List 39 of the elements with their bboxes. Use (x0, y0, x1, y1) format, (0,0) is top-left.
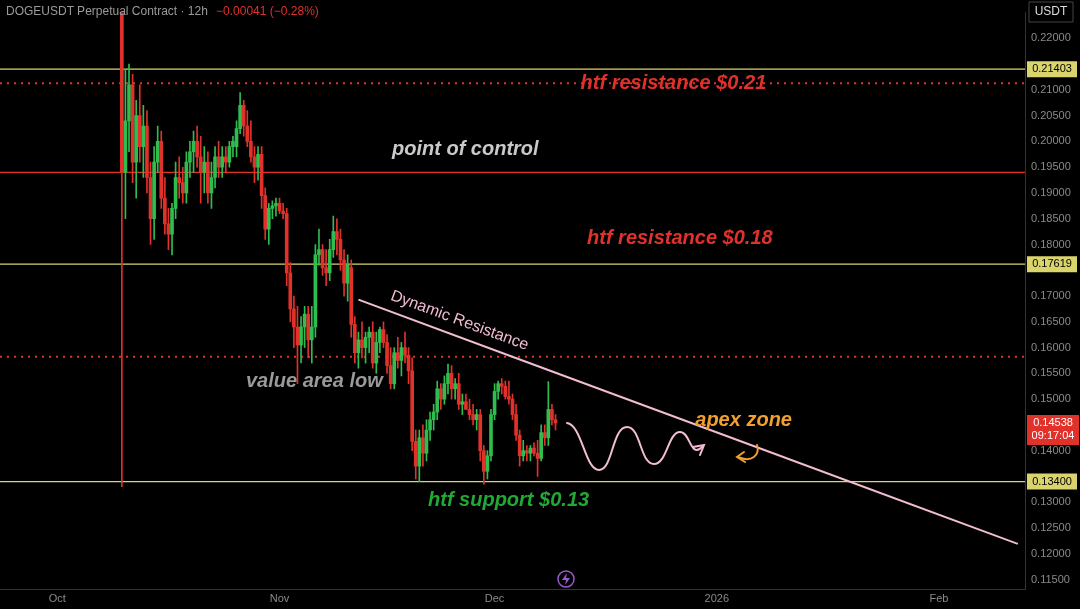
y-tick-label: 0.22000 (1031, 31, 1071, 44)
y-tick-label: 0.16500 (1031, 314, 1071, 327)
x-tick-label: 2026 (704, 592, 730, 605)
y-tick-label: 0.13000 (1031, 495, 1071, 508)
candlestick (274, 197, 278, 217)
y-tick-label: 0.20000 (1031, 134, 1071, 147)
chart-title: DOGEUSDT Perpetual Contract · 12h (6, 4, 208, 19)
ref-line-label: 0.17619 (1032, 257, 1072, 270)
annotation: htf support $0.13 (428, 487, 590, 510)
y-tick-label: 0.20500 (1031, 108, 1071, 121)
y-tick-label: 0.11500 (1031, 572, 1070, 585)
y-axis-title: USDT (1034, 4, 1068, 19)
y-tick-label: 0.16000 (1031, 340, 1071, 353)
x-tick-label: Feb (929, 592, 949, 605)
chart-subtitle: −0.00041 (−0.28%) (216, 4, 319, 19)
y-tick-label: 0.17000 (1031, 289, 1071, 302)
y-tick-label: 0.19500 (1031, 160, 1071, 173)
x-tick-label: Oct (48, 592, 66, 605)
y-tick-label: 0.21000 (1031, 82, 1071, 95)
x-tick-label: Nov (269, 592, 290, 605)
y-tick-label: 0.12000 (1031, 546, 1071, 559)
ref-line-label: 0.13400 (1032, 474, 1072, 487)
y-tick-label: 0.15500 (1031, 366, 1071, 379)
y-tick-label: 0.18500 (1031, 211, 1071, 224)
annotation: apex zone (695, 407, 792, 430)
annotation: htf resistance $0.18 (587, 225, 774, 248)
annotation: value area low (246, 368, 385, 391)
text: 09:17:04 (1031, 428, 1075, 441)
y-tick-label: 0.15000 (1031, 392, 1071, 405)
ref-line-label: 0.21403 (1032, 62, 1072, 75)
annotation: point of control (391, 136, 540, 159)
x-tick-label: Dec (484, 592, 505, 605)
y-tick-label: 0.12500 (1031, 520, 1071, 533)
y-tick-label: 0.14000 (1031, 443, 1071, 456)
annotation: htf resistance $0.21 (580, 70, 767, 93)
y-tick-label: 0.18000 (1031, 237, 1071, 250)
text: 0.14538 (1033, 415, 1073, 428)
y-tick-label: 0.19000 (1031, 186, 1071, 199)
candlestick (202, 146, 207, 194)
